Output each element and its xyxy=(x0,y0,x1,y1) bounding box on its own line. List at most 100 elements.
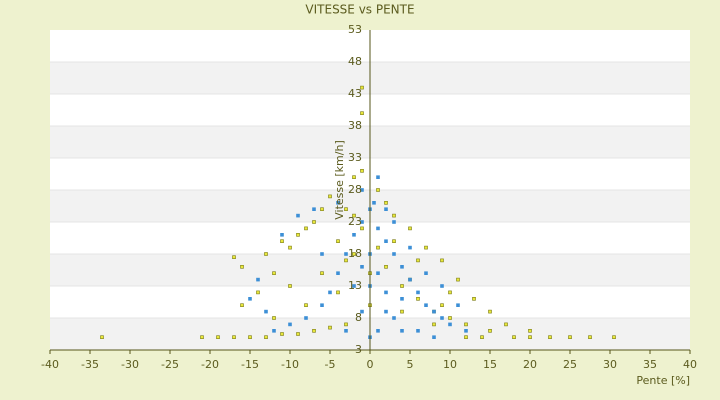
x-tick-label: -40 xyxy=(41,358,59,371)
point xyxy=(312,207,316,211)
point xyxy=(464,322,468,327)
point xyxy=(384,207,388,211)
point xyxy=(240,264,244,269)
point xyxy=(376,245,380,250)
point xyxy=(408,245,412,250)
x-tick-label: -30 xyxy=(121,358,139,371)
point xyxy=(200,335,204,340)
point xyxy=(424,245,428,250)
point xyxy=(352,213,356,218)
point xyxy=(456,277,460,282)
point xyxy=(100,335,104,340)
point xyxy=(360,169,364,173)
point xyxy=(432,309,436,314)
point xyxy=(376,271,380,276)
point xyxy=(304,316,308,320)
point xyxy=(488,309,492,314)
y-tick-label: 18 xyxy=(348,247,362,260)
point xyxy=(288,284,292,288)
point xyxy=(456,303,460,308)
point xyxy=(448,316,452,320)
x-tick-label: -15 xyxy=(241,358,259,371)
x-tick-label: -5 xyxy=(325,358,336,371)
point xyxy=(464,335,468,340)
point xyxy=(440,284,444,288)
point xyxy=(392,316,396,320)
point xyxy=(320,303,324,308)
y-tick-label: 38 xyxy=(348,119,362,132)
x-tick-label: 25 xyxy=(563,358,577,371)
point xyxy=(272,271,276,276)
point xyxy=(440,258,444,263)
x-tick-label: 0 xyxy=(367,358,374,371)
point xyxy=(360,85,364,90)
point xyxy=(360,220,364,224)
point xyxy=(568,335,572,340)
point xyxy=(232,255,236,259)
x-tick-label: 5 xyxy=(407,358,414,371)
x-axis-label: Pente [%] xyxy=(636,374,690,387)
point xyxy=(352,233,356,237)
point xyxy=(504,322,508,327)
point xyxy=(384,290,388,295)
point xyxy=(384,264,388,269)
point xyxy=(440,316,444,320)
point xyxy=(400,309,404,314)
point xyxy=(344,322,348,327)
point xyxy=(416,290,420,295)
point xyxy=(372,201,376,205)
point xyxy=(352,284,356,288)
point xyxy=(328,325,332,330)
point xyxy=(336,271,340,276)
y-tick-label: 53 xyxy=(348,23,362,36)
point xyxy=(280,239,284,243)
point xyxy=(280,233,284,237)
x-tick-label: -25 xyxy=(161,358,179,371)
point xyxy=(384,309,388,314)
point xyxy=(264,252,268,256)
point xyxy=(448,322,452,327)
point xyxy=(328,194,332,199)
x-tick-label: 20 xyxy=(523,358,537,371)
point xyxy=(464,328,468,333)
point xyxy=(448,290,452,295)
x-tick-label: 30 xyxy=(603,358,617,371)
y-tick-label: 33 xyxy=(348,151,362,164)
point xyxy=(336,201,340,205)
point xyxy=(392,252,396,256)
point xyxy=(392,213,396,218)
point xyxy=(384,201,388,205)
point xyxy=(612,335,616,340)
point xyxy=(328,290,332,295)
point xyxy=(360,226,364,231)
x-tick-label: 40 xyxy=(683,358,697,371)
y-axis-label: Vitesse [km/h] xyxy=(333,140,346,220)
point xyxy=(272,316,276,320)
point xyxy=(376,175,380,179)
point xyxy=(480,335,484,340)
point xyxy=(588,335,592,340)
point xyxy=(288,245,292,250)
point xyxy=(264,309,268,314)
point xyxy=(360,188,364,192)
point xyxy=(336,239,340,243)
point xyxy=(296,332,300,336)
point xyxy=(360,309,364,314)
point xyxy=(416,328,420,333)
x-tick-label: 35 xyxy=(643,358,657,371)
axes: 38131823283338434853-40-35-30-25-20-15-1… xyxy=(41,23,697,371)
point xyxy=(216,335,220,340)
point xyxy=(400,264,404,269)
point xyxy=(440,303,444,308)
point xyxy=(232,335,236,340)
point xyxy=(296,233,300,237)
y-tick-label: 13 xyxy=(348,279,362,292)
chart-title: VITESSE vs PENTE xyxy=(305,3,414,17)
point xyxy=(408,277,412,282)
point xyxy=(256,290,260,295)
point xyxy=(248,296,252,301)
point xyxy=(288,322,292,327)
point xyxy=(312,220,316,224)
point xyxy=(376,226,380,231)
